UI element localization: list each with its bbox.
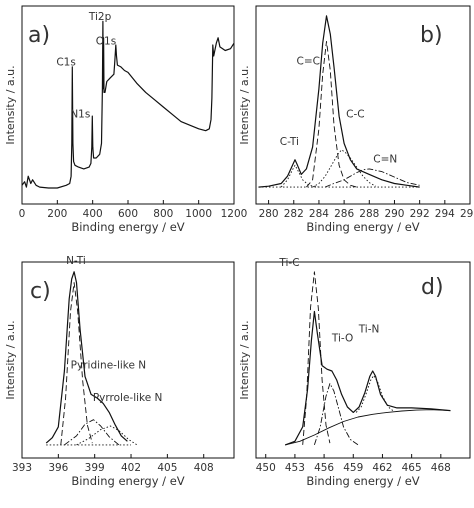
- panel-c-series-2: [64, 419, 120, 446]
- panel-a-xtick-label: 1000: [185, 208, 212, 220]
- panel-a-xtick-label: 0: [19, 208, 26, 220]
- panel-b-xtick-label: 282: [284, 208, 304, 220]
- panel-c-xlabel: Binding energy / eV: [71, 474, 184, 488]
- panel-b-frame: [255, 5, 471, 205]
- panel-c-xtick-label: 408: [194, 462, 214, 474]
- panel-b-series-4: [280, 164, 319, 188]
- panel-b-xtick-label: 290: [384, 208, 404, 220]
- panel-b-annotation: C=C: [296, 56, 319, 68]
- panel-c-xtick-label: 393: [12, 462, 32, 474]
- panel-a-xtick-label: 600: [118, 208, 138, 220]
- panel-b-xtick-label: 288: [359, 208, 379, 220]
- panel-b-series-0: [258, 15, 420, 188]
- panel-d-xtick-label: 465: [402, 462, 422, 474]
- panel-a-xtick-label: 1200: [221, 208, 248, 220]
- panel-c-label: c): [30, 279, 51, 304]
- panel-c-annotation: Pyridine-like N: [71, 360, 146, 372]
- panel-b-series-2: [312, 149, 376, 188]
- panel-d-xtick-label: 462: [372, 462, 392, 474]
- panel-d-ylabel: Intensity / a.u.: [238, 320, 251, 399]
- panel-d-annotation: Ti-C: [278, 257, 299, 269]
- panel-c-xtick-label: 402: [121, 462, 141, 474]
- panel-b-xtick-label: 296: [460, 208, 474, 220]
- panel-d-xtick-label: 453: [285, 462, 305, 474]
- panel-b-xtick-label: 292: [410, 208, 430, 220]
- panel-b-ylabel: Intensity / a.u.: [238, 65, 251, 144]
- panel-b-xlabel: Binding energy / eV: [306, 220, 419, 234]
- panel-b-label: b): [420, 23, 443, 48]
- panel-d-xtick-label: 456: [314, 462, 334, 474]
- panel-c-frame: [21, 261, 235, 459]
- panel-d-series-3: [355, 375, 395, 413]
- panel-b-xtick-label: 280: [259, 208, 279, 220]
- panel-a-annotation: O1s: [96, 35, 116, 47]
- panel-b-xtick-label: 286: [334, 208, 354, 220]
- panel-d-series-1: [302, 271, 331, 445]
- panel-c-xtick-label: 399: [85, 462, 105, 474]
- panel-d-frame: [255, 261, 471, 459]
- panel-d-series-4: [285, 409, 451, 446]
- panel-c-ylabel: Intensity / a.u.: [4, 320, 17, 399]
- panel-c-annotation: N-Ti: [66, 255, 86, 267]
- panel-a-annotation: N1s: [70, 109, 90, 121]
- panel-b: 280 282 284 286 288 290 292 294 296 Binding energ…: [238, 5, 474, 234]
- panel-c-xtick-label: 396: [48, 462, 68, 474]
- panel-d-xtick-label: 468: [431, 462, 451, 474]
- panel-a-annotation: C1s: [56, 57, 75, 69]
- panel-c-series-1: [60, 282, 93, 445]
- panel-d-label: d): [421, 275, 444, 300]
- panel-c-series-3: [76, 425, 138, 446]
- panel-d-xlabel: Binding energy / eV: [306, 474, 419, 488]
- panel-d: 450 453 456 459 462 465 468 Binding energy / eV…: [238, 257, 471, 488]
- panel-b-xtick-label: 284: [309, 208, 329, 220]
- panel-b-xtick-label: 294: [435, 208, 455, 220]
- panel-a-xtick-label: 200: [47, 208, 67, 220]
- panel-a-annotation: Ti2p: [88, 11, 112, 23]
- panel-b-annotation: C=N: [373, 153, 397, 165]
- panel-c: 393 396 399 402 405 408 Binding energy / eV Int…: [4, 255, 235, 488]
- panel-a-xtick-label: 400: [83, 208, 103, 220]
- panel-a-label: a): [28, 23, 50, 48]
- panel-a-xlabel: Binding energy / eV: [71, 220, 184, 234]
- panel-b-series-1: [306, 40, 357, 188]
- panel-c-annotation: Pyrrole-like N: [93, 392, 163, 404]
- panel-c-series-0: [45, 271, 128, 444]
- panel-c-xtick-label: 405: [157, 462, 177, 474]
- panel-d-annotation: Ti-O: [331, 333, 353, 345]
- panel-b-series-3: [325, 168, 420, 188]
- panel-b-annotation: C-Ti: [280, 136, 299, 148]
- panel-d-xtick-label: 459: [343, 462, 363, 474]
- panel-a-xtick-label: 800: [153, 208, 173, 220]
- panel-a-ylabel: Intensity / a.u.: [4, 65, 17, 144]
- panel-b-annotation: C-C: [346, 109, 364, 121]
- panel-d-annotation: Ti-N: [358, 323, 380, 335]
- panel-a-series-0: [21, 20, 235, 189]
- panel-d-xtick-label: 450: [256, 462, 276, 474]
- panel-d-series-2: [313, 383, 359, 446]
- panel-a: 0 200 400 600 800 1000 1200 Binding energy / eV…: [4, 5, 248, 234]
